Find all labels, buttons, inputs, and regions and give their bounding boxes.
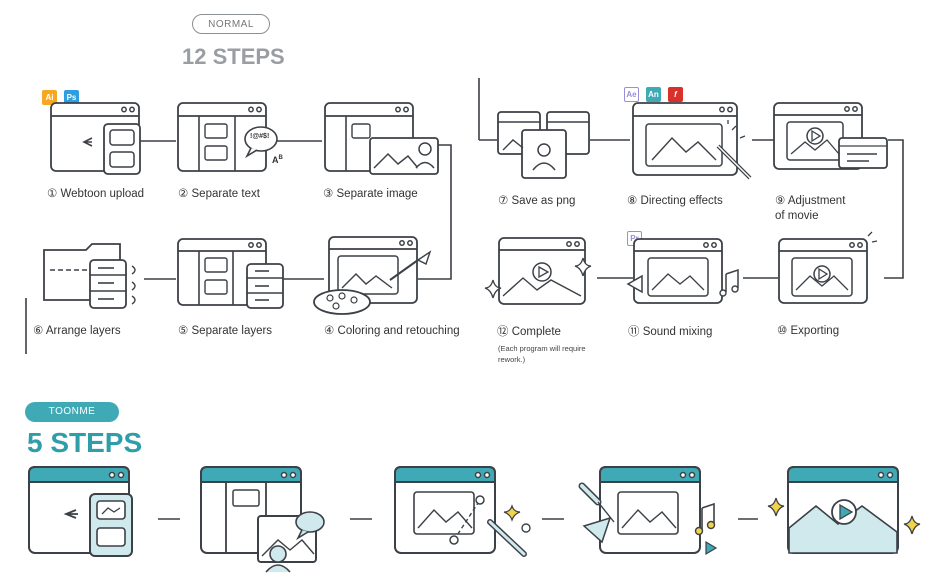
step-4-label: ④ Coloring and retouching (324, 325, 460, 337)
step-6-label: ⑥ Arrange layers (33, 325, 121, 337)
normal-title: 12 STEPS (182, 44, 285, 69)
toonme-effects-icon (394, 466, 531, 557)
ab-text: AB (272, 155, 283, 165)
separate-text-icon (177, 102, 278, 172)
webtoon-upload-icon (50, 102, 141, 175)
step-7-label: ⑦ Save as png (498, 195, 576, 207)
separate-layers-icon (177, 238, 284, 309)
speech-text: !@#$! (250, 133, 270, 140)
step-1-label: ① Webtoon upload (47, 188, 145, 200)
sound-mixing-icon (626, 238, 739, 304)
directing-effects-icon (632, 102, 752, 180)
toonme-complete-icon (767, 466, 921, 554)
toonme-upload-icon (28, 466, 133, 557)
normal-tag: NORMAL (192, 14, 270, 34)
step-12-note: (Each program will require rework.) (498, 344, 586, 364)
arrange-layers-icon (43, 243, 136, 309)
after-effects-icon: Ae (624, 87, 639, 102)
complete-icon (484, 237, 592, 305)
step-11-label: ⑪ Sound mixing (628, 326, 713, 338)
step-10-label: ⑩ Exporting (777, 325, 840, 337)
adjustment-of-movie-icon (773, 102, 888, 170)
toonme-directing-icon (578, 466, 718, 556)
animate-icon: An (646, 87, 661, 102)
photoshop-icon: Ps (64, 90, 79, 105)
step-12-label: ⑫ Complete (497, 326, 561, 338)
illustrator-icon: Ai (42, 90, 57, 105)
save-as-png-icon (497, 111, 590, 179)
coloring-icon (313, 236, 432, 315)
step-2-label: ② Separate text (178, 188, 260, 200)
flash-icon: f (668, 87, 683, 102)
step-5-label: ⑤ Separate layers (178, 325, 273, 337)
toonme-separate-icon (200, 466, 325, 573)
step-9-label-line2: of movie (775, 210, 819, 222)
step-8-label: ⑧ Directing effects (627, 195, 723, 207)
toonme-tag: TOONME (25, 402, 119, 422)
exporting-icon (778, 231, 878, 304)
step-3-label: ③ Separate image (323, 188, 418, 200)
toonme-title: 5 STEPS (27, 427, 143, 458)
separate-image-icon (324, 102, 439, 175)
step-9-label: ⑨ Adjustment (775, 195, 846, 207)
